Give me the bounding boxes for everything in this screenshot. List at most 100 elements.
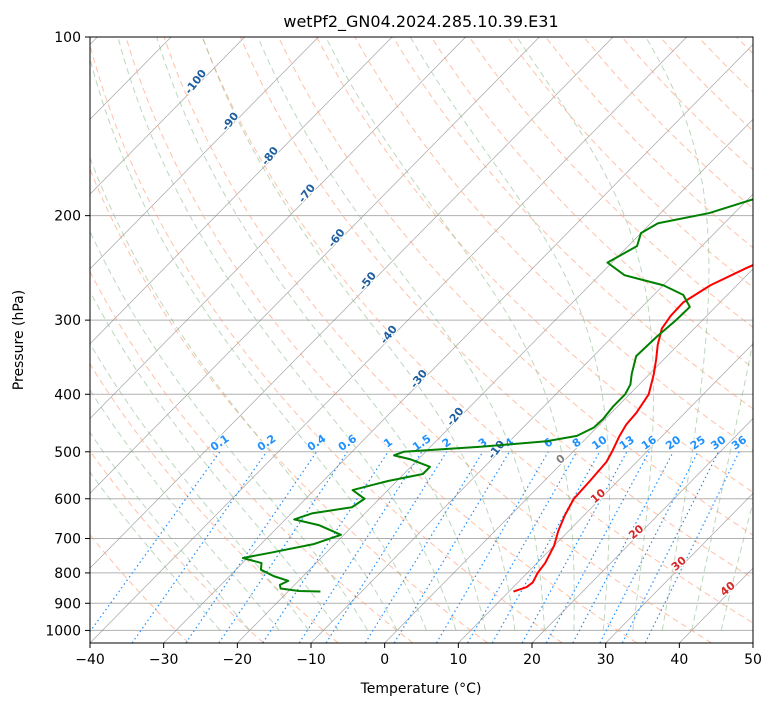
isotherm	[90, 37, 466, 420]
plot-frame	[89, 36, 754, 644]
dry-adiabat	[583, 37, 753, 210]
mixing-ratio-line	[364, 451, 484, 643]
chart-title: wetPf2_GN04.2024.285.10.39.E31	[283, 12, 558, 32]
y-tick-label: 800	[54, 566, 81, 582]
moist-adiabat	[325, 37, 575, 631]
x-tick-label: 50	[744, 652, 762, 668]
isotherm	[605, 492, 753, 643]
mixing-ratio-label: 3	[476, 435, 490, 450]
mixing-ratio-line	[466, 451, 578, 643]
mixing-ratio-line	[298, 451, 423, 643]
isotherm-label: -30	[408, 367, 431, 391]
dry-adiabat	[316, 37, 753, 493]
x-tick-label: 30	[597, 652, 615, 668]
dry-adiabat	[278, 37, 753, 536]
y-axis-title: Pressure (hPa)	[11, 290, 27, 390]
isotherm	[163, 43, 753, 643]
moist-adiabat	[257, 37, 545, 631]
isotherm	[384, 268, 753, 643]
x-tick-label: −30	[149, 652, 179, 668]
mixing-ratio-line	[491, 451, 601, 643]
x-tick-label: −20	[223, 652, 253, 668]
moist-adiabat	[90, 471, 221, 631]
isotherm-label: -20	[444, 405, 467, 429]
dry-adiabat	[354, 37, 753, 451]
isotherm	[458, 343, 753, 643]
moist-adiabat	[90, 342, 310, 631]
x-tick-label: −10	[296, 652, 326, 668]
mixing-ratio-label: 0.2	[255, 432, 278, 454]
isotherm-label: -100	[182, 67, 209, 97]
isotherm-label: -40	[378, 323, 401, 347]
dry-adiabat	[468, 37, 753, 328]
dry-adiabat	[239, 37, 753, 580]
moist-adiabat-label: 40	[718, 579, 738, 599]
isotherm-label: -80	[259, 144, 282, 168]
dry-adiabat	[201, 37, 753, 624]
dry-adiabat	[90, 533, 190, 643]
mixing-ratio-label: 25	[688, 433, 708, 452]
moist-adiabat	[90, 389, 280, 631]
mixing-ratio-label: 0.1	[208, 432, 231, 454]
dry-adiabat	[736, 37, 753, 55]
moist-adiabat	[156, 37, 486, 631]
x-axis-title: Temperature (°C)	[360, 681, 482, 697]
mixing-ratio-line	[218, 451, 348, 643]
y-tick-label: 600	[54, 492, 81, 508]
x-tick-label: 10	[449, 652, 467, 668]
x-tick-label: −40	[75, 652, 105, 668]
y-axis: 100 200 300 400 500 600 700 800 900 1000	[45, 30, 90, 639]
moist-adiabat	[645, 37, 710, 631]
y-tick-label: 300	[54, 313, 81, 329]
dry-adiabat	[392, 37, 753, 410]
moist-adiabat	[516, 37, 655, 631]
isotherm	[237, 118, 753, 643]
mixing-ratio-label: 1	[381, 435, 395, 450]
x-axis: −40 −30 −20 −10 0 10 20 30 40 50	[75, 643, 762, 668]
dry-adiabat	[90, 270, 414, 643]
moist-adiabat	[90, 56, 427, 631]
isotherm	[90, 37, 540, 494]
isotherm	[90, 37, 245, 195]
temperature-profile	[513, 264, 753, 593]
y-tick-label: 700	[54, 532, 81, 548]
mixing-ratio-label: 16	[639, 433, 659, 453]
dry-adiabat	[163, 37, 712, 643]
x-tick-label: 20	[523, 652, 541, 668]
x-tick-label: 40	[670, 652, 688, 668]
isotherm	[531, 418, 753, 643]
moist-adiabat	[691, 339, 753, 631]
isotherm	[90, 37, 687, 643]
y-tick-label: 900	[54, 596, 81, 612]
mixing-ratio-label: 30	[708, 433, 728, 453]
mixing-ratio-line	[545, 451, 650, 643]
dry-adiabat	[90, 43, 563, 643]
isotherm-label: -70	[296, 181, 319, 205]
dry-adiabat	[90, 363, 339, 643]
dry-adiabat	[659, 37, 753, 132]
mixing-ratio-line	[621, 451, 719, 643]
isotherm	[752, 642, 753, 643]
isotherm	[90, 37, 393, 345]
mixing-ratio-label: 20	[663, 433, 683, 453]
y-tick-label: 200	[54, 209, 81, 225]
dry-adiabat	[125, 37, 638, 643]
y-tick-label: 100	[54, 30, 81, 46]
mixing-ratio-line	[325, 451, 448, 643]
moist-adiabat	[202, 37, 516, 631]
dewpoint-profile	[241, 198, 753, 593]
moist-adiabat	[117, 37, 457, 631]
moist-adiabat	[90, 156, 398, 631]
mixing-ratio-line	[393, 451, 510, 643]
profile-series	[241, 198, 753, 593]
plot-area	[90, 37, 753, 643]
mixing-ratio-label: 36	[729, 433, 749, 453]
mixing-ratio-line	[599, 451, 699, 643]
x-tick-label: 0	[380, 652, 389, 668]
moist-adiabat	[90, 290, 339, 631]
mixing-ratio-line	[131, 451, 268, 643]
moist-adiabat	[720, 500, 753, 631]
mixing-ratio-label: 0.4	[305, 432, 329, 454]
mixing-ratio-line	[90, 451, 221, 633]
